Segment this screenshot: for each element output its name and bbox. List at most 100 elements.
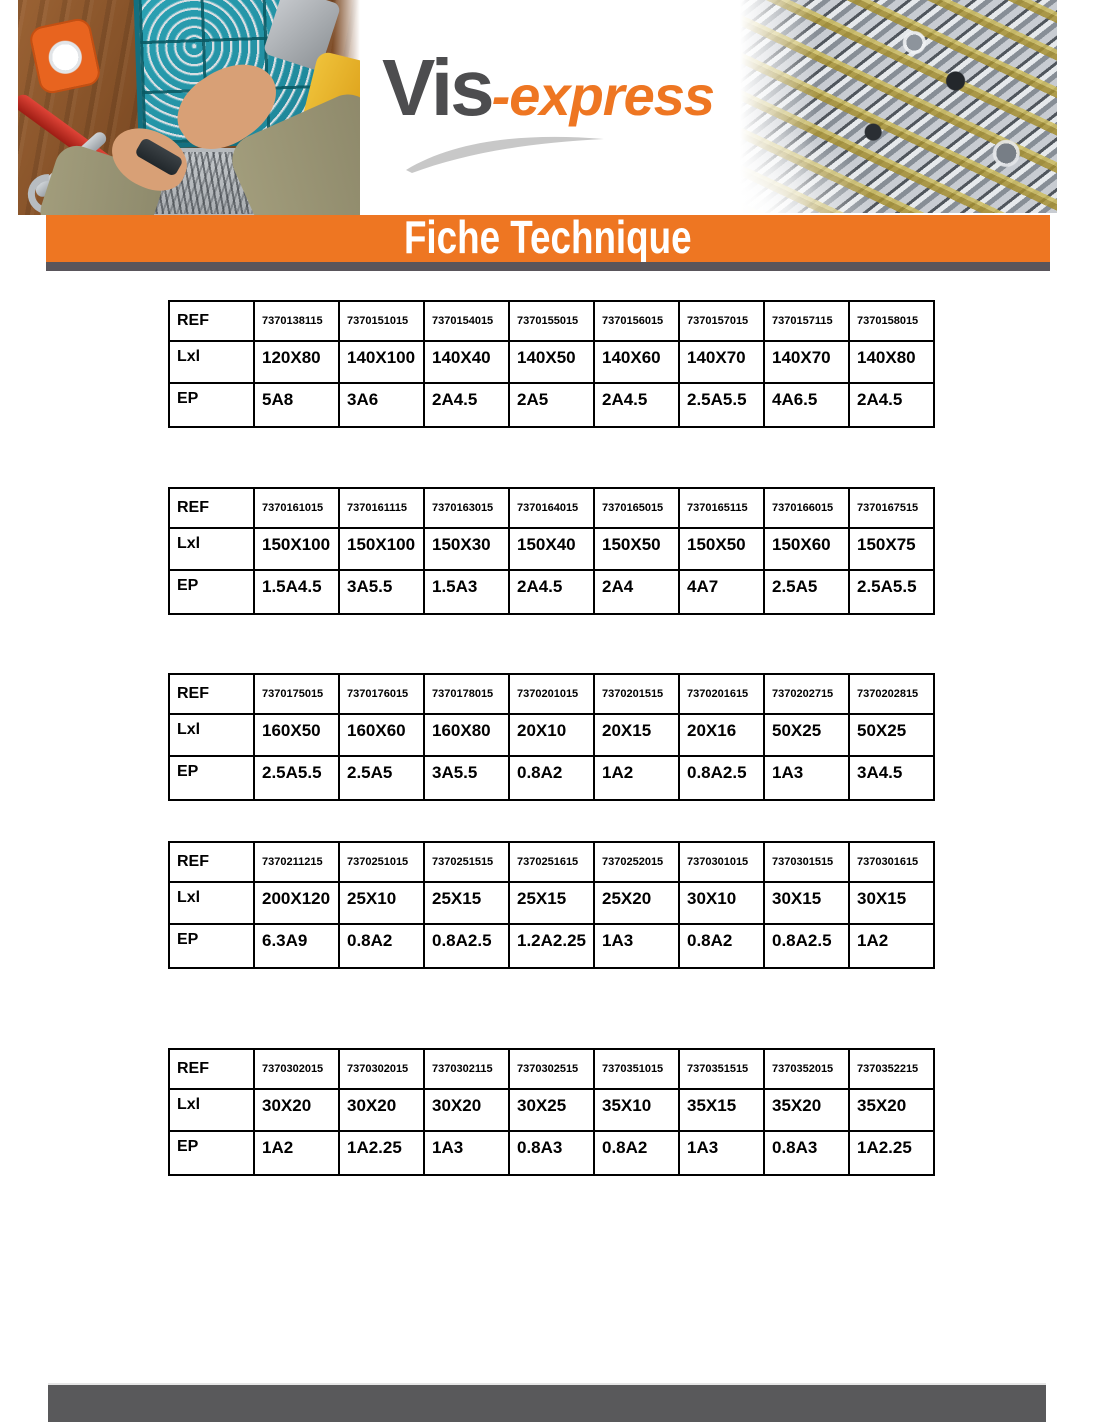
ref-value: 7370352215 bbox=[848, 1048, 935, 1090]
ref-value: 7370178015 bbox=[423, 673, 510, 715]
footer-bar bbox=[48, 1383, 1046, 1422]
lxl-value: 150X75 bbox=[848, 527, 935, 571]
table-row-ep: EP 1A2 1A2.25 1A3 0.8A3 0.8A2 1A3 0.8A3 … bbox=[168, 1130, 935, 1176]
ep-value: 2A4.5 bbox=[593, 382, 680, 428]
ep-value: 2.5A5.5 bbox=[678, 382, 765, 428]
ep-value: 2.5A5 bbox=[763, 569, 850, 615]
lxl-value: 140X70 bbox=[763, 340, 850, 384]
ref-value: 7370157115 bbox=[763, 300, 850, 342]
ref-value: 7370163015 bbox=[423, 487, 510, 529]
lxl-value: 140X80 bbox=[848, 340, 935, 384]
ref-value: 7370352015 bbox=[763, 1048, 850, 1090]
lxl-value: 35X20 bbox=[848, 1088, 935, 1132]
lxl-value: 140X60 bbox=[593, 340, 680, 384]
ep-value: 1A2.25 bbox=[338, 1130, 425, 1176]
ref-value: 7370151015 bbox=[338, 300, 425, 342]
ref-value: 7370302015 bbox=[253, 1048, 340, 1090]
ref-value: 7370351015 bbox=[593, 1048, 680, 1090]
table-row-ep: EP 2.5A5.5 2.5A5 3A5.5 0.8A2 1A2 0.8A2.5… bbox=[168, 755, 935, 801]
logo-swoosh-icon bbox=[406, 136, 604, 173]
ep-value: 1A3 bbox=[593, 923, 680, 969]
lxl-value: 25X20 bbox=[593, 881, 680, 925]
table-row-ref: REF 7370138115 7370151015 7370154015 737… bbox=[168, 300, 935, 342]
ep-value: 1.5A3 bbox=[423, 569, 510, 615]
row-label-ep: EP bbox=[168, 923, 255, 969]
row-label-lxl: Lxl bbox=[168, 1088, 255, 1132]
ep-value: 0.8A2.5 bbox=[678, 755, 765, 801]
lxl-value: 30X20 bbox=[338, 1088, 425, 1132]
ep-value: 4A7 bbox=[678, 569, 765, 615]
logo-express: -express bbox=[491, 64, 715, 127]
ep-value: 1A3 bbox=[423, 1130, 510, 1176]
ep-value: 2.5A5.5 bbox=[253, 755, 340, 801]
workspace-photo bbox=[18, 0, 360, 215]
ep-value: 1A2 bbox=[593, 755, 680, 801]
ref-value: 7370211215 bbox=[253, 841, 340, 883]
table-row-lxl: Lxl 30X20 30X20 30X20 30X25 35X10 35X15 … bbox=[168, 1088, 935, 1132]
ref-value: 7370201015 bbox=[508, 673, 595, 715]
ep-value: 3A4.5 bbox=[848, 755, 935, 801]
ref-value: 7370252015 bbox=[593, 841, 680, 883]
ep-value: 4A6.5 bbox=[763, 382, 850, 428]
ref-value: 7370202815 bbox=[848, 673, 935, 715]
ref-value: 7370251015 bbox=[338, 841, 425, 883]
ref-value: 7370155015 bbox=[508, 300, 595, 342]
ep-value: 0.8A3 bbox=[763, 1130, 850, 1176]
lxl-value: 120X80 bbox=[253, 340, 340, 384]
lxl-value: 30X25 bbox=[508, 1088, 595, 1132]
lxl-value: 140X40 bbox=[423, 340, 510, 384]
banner: Fiche Technique bbox=[46, 210, 1050, 263]
table-row-ref: REF 7370211215 7370251015 7370251515 737… bbox=[168, 841, 935, 883]
ref-value: 7370165015 bbox=[593, 487, 680, 529]
spec-table-5: REF 7370302015 7370302015 7370302115 737… bbox=[168, 1048, 935, 1176]
ep-value: 0.8A3 bbox=[508, 1130, 595, 1176]
logo-text: Vis-express bbox=[382, 42, 727, 134]
lxl-value: 35X10 bbox=[593, 1088, 680, 1132]
row-label-ep: EP bbox=[168, 755, 255, 801]
row-label-ep: EP bbox=[168, 1130, 255, 1176]
ref-value: 7370165115 bbox=[678, 487, 765, 529]
lxl-value: 30X20 bbox=[423, 1088, 510, 1132]
row-label-ref: REF bbox=[168, 300, 255, 342]
lxl-value: 20X16 bbox=[678, 713, 765, 757]
spec-table-4: REF 7370211215 7370251015 7370251515 737… bbox=[168, 841, 935, 969]
logo-vis: Vis bbox=[382, 43, 495, 132]
ep-value: 1A2 bbox=[253, 1130, 340, 1176]
page-title: Fiche Technique bbox=[404, 210, 692, 263]
table-row-ep: EP 1.5A4.5 3A5.5 1.5A3 2A4.5 2A4 4A7 2.5… bbox=[168, 569, 935, 615]
ep-value: 2A4.5 bbox=[508, 569, 595, 615]
ref-value: 7370202715 bbox=[763, 673, 850, 715]
lxl-value: 20X15 bbox=[593, 713, 680, 757]
row-label-ref: REF bbox=[168, 487, 255, 529]
row-label-ep: EP bbox=[168, 382, 255, 428]
lxl-value: 160X50 bbox=[253, 713, 340, 757]
ep-value: 0.8A2 bbox=[678, 923, 765, 969]
ep-value: 0.8A2.5 bbox=[763, 923, 850, 969]
ep-value: 1A3 bbox=[678, 1130, 765, 1176]
row-label-ref: REF bbox=[168, 673, 255, 715]
ep-value: 2.5A5.5 bbox=[848, 569, 935, 615]
row-label-lxl: Lxl bbox=[168, 881, 255, 925]
ref-value: 7370302515 bbox=[508, 1048, 595, 1090]
ref-value: 7370301515 bbox=[763, 841, 850, 883]
lxl-value: 140X70 bbox=[678, 340, 765, 384]
vis-express-logo: Vis-express bbox=[382, 42, 727, 202]
ep-value: 1A3 bbox=[763, 755, 850, 801]
ep-value: 2A4.5 bbox=[848, 382, 935, 428]
lxl-value: 150X30 bbox=[423, 527, 510, 571]
ref-value: 7370157015 bbox=[678, 300, 765, 342]
ref-value: 7370158015 bbox=[848, 300, 935, 342]
table-row-lxl: Lxl 150X100 150X100 150X30 150X40 150X50… bbox=[168, 527, 935, 571]
ref-value: 7370161015 bbox=[253, 487, 340, 529]
ref-value: 7370251515 bbox=[423, 841, 510, 883]
ref-value: 7370175015 bbox=[253, 673, 340, 715]
ref-value: 7370161115 bbox=[338, 487, 425, 529]
row-label-ep: EP bbox=[168, 569, 255, 615]
ref-value: 7370302115 bbox=[423, 1048, 510, 1090]
table-row-lxl: Lxl 160X50 160X60 160X80 20X10 20X15 20X… bbox=[168, 713, 935, 757]
ep-value: 5A8 bbox=[253, 382, 340, 428]
lxl-value: 150X40 bbox=[508, 527, 595, 571]
table-row-lxl: Lxl 120X80 140X100 140X40 140X50 140X60 … bbox=[168, 340, 935, 384]
lxl-value: 35X20 bbox=[763, 1088, 850, 1132]
